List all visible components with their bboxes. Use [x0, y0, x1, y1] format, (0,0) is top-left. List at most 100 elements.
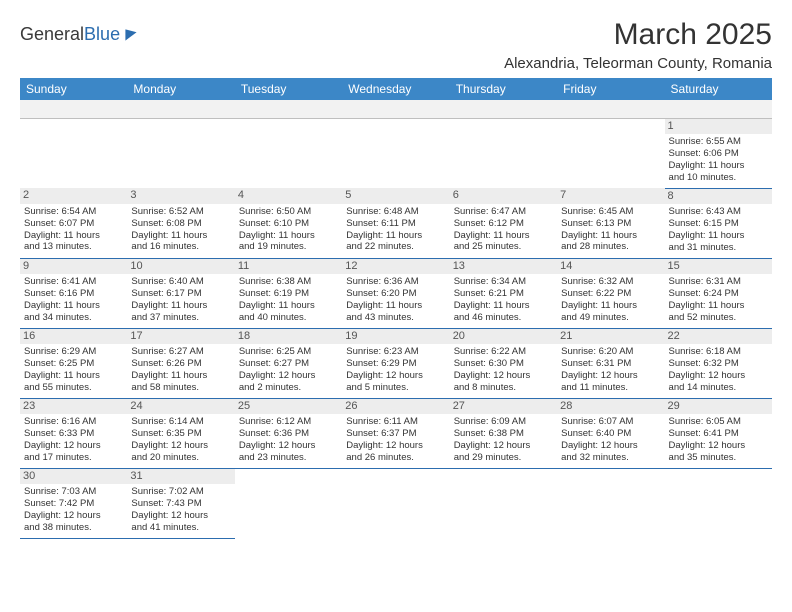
spacer-cell: [342, 100, 449, 118]
sunrise-text: Sunrise: 6:07 AM: [561, 416, 660, 428]
spacer-cell: [557, 100, 664, 118]
week-row: 2Sunrise: 6:54 AMSunset: 6:07 PMDaylight…: [20, 188, 772, 258]
daylight-text: Daylight: 12 hours: [239, 370, 338, 382]
daylight-text: and 52 minutes.: [669, 312, 768, 324]
day-number: 12: [342, 259, 449, 275]
month-title: March 2025: [504, 18, 772, 52]
day-number: 27: [450, 399, 557, 415]
sunset-text: Sunset: 6:26 PM: [131, 358, 230, 370]
sunrise-text: Sunrise: 6:50 AM: [239, 206, 338, 218]
day-number: 9: [20, 259, 127, 275]
sunrise-text: Sunrise: 6:12 AM: [239, 416, 338, 428]
sunset-text: Sunset: 6:33 PM: [24, 428, 123, 440]
day-cell: 22Sunrise: 6:18 AMSunset: 6:32 PMDayligh…: [665, 328, 772, 398]
sunrise-text: Sunrise: 6:36 AM: [346, 276, 445, 288]
location: Alexandria, Teleorman County, Romania: [504, 55, 772, 72]
sunset-text: Sunset: 7:42 PM: [24, 498, 123, 510]
daylight-text: and 49 minutes.: [561, 312, 660, 324]
sunset-text: Sunset: 6:35 PM: [131, 428, 230, 440]
sunrise-text: Sunrise: 7:02 AM: [131, 486, 230, 498]
sunrise-text: Sunrise: 6:32 AM: [561, 276, 660, 288]
day-cell: 6Sunrise: 6:47 AMSunset: 6:12 PMDaylight…: [450, 188, 557, 258]
daylight-text: Daylight: 11 hours: [24, 230, 123, 242]
logo-text-b: Blue: [84, 24, 120, 44]
day-cell: 15Sunrise: 6:31 AMSunset: 6:24 PMDayligh…: [665, 258, 772, 328]
day-cell: 1Sunrise: 6:55 AMSunset: 6:06 PMDaylight…: [665, 118, 772, 188]
daylight-text: Daylight: 11 hours: [561, 230, 660, 242]
header: GeneralBlue March 2025 Alexandria, Teleo…: [20, 18, 772, 72]
sunset-text: Sunset: 6:38 PM: [454, 428, 553, 440]
day-cell: 12Sunrise: 6:36 AMSunset: 6:20 PMDayligh…: [342, 258, 449, 328]
daylight-text: and 14 minutes.: [669, 382, 768, 394]
day-cell: [342, 118, 449, 188]
day-cell: 16Sunrise: 6:29 AMSunset: 6:25 PMDayligh…: [20, 328, 127, 398]
logo-text-a: General: [20, 24, 84, 44]
sunset-text: Sunset: 6:40 PM: [561, 428, 660, 440]
daylight-text: Daylight: 12 hours: [346, 370, 445, 382]
col-wed: Wednesday: [342, 78, 449, 100]
day-number: 23: [20, 399, 127, 415]
daylight-text: Daylight: 12 hours: [561, 370, 660, 382]
daylight-text: and 58 minutes.: [131, 382, 230, 394]
daylight-text: and 16 minutes.: [131, 241, 230, 253]
sunset-text: Sunset: 6:30 PM: [454, 358, 553, 370]
sunrise-text: Sunrise: 6:14 AM: [131, 416, 230, 428]
sunrise-text: Sunrise: 6:27 AM: [131, 346, 230, 358]
sunset-text: Sunset: 6:29 PM: [346, 358, 445, 370]
daylight-text: and 40 minutes.: [239, 312, 338, 324]
sunrise-text: Sunrise: 6:29 AM: [24, 346, 123, 358]
sunrise-text: Sunrise: 6:11 AM: [346, 416, 445, 428]
day-number: 18: [235, 329, 342, 345]
day-cell: 26Sunrise: 6:11 AMSunset: 6:37 PMDayligh…: [342, 398, 449, 468]
sunset-text: Sunset: 6:10 PM: [239, 218, 338, 230]
daylight-text: and 46 minutes.: [454, 312, 553, 324]
day-number: 10: [127, 259, 234, 275]
daylight-text: Daylight: 11 hours: [239, 300, 338, 312]
sunrise-text: Sunrise: 6:05 AM: [669, 416, 768, 428]
day-number: 22: [665, 329, 772, 345]
day-number: 24: [127, 399, 234, 415]
spacer-cell: [127, 100, 234, 118]
spacer-cell: [20, 100, 127, 118]
sunrise-text: Sunrise: 6:45 AM: [561, 206, 660, 218]
day-cell: 2Sunrise: 6:54 AMSunset: 6:07 PMDaylight…: [20, 188, 127, 258]
sunset-text: Sunset: 6:24 PM: [669, 288, 768, 300]
day-cell: 14Sunrise: 6:32 AMSunset: 6:22 PMDayligh…: [557, 258, 664, 328]
week-row: 9Sunrise: 6:41 AMSunset: 6:16 PM Daylight…: [20, 258, 772, 328]
day-cell: [557, 468, 664, 538]
day-number: 7: [557, 188, 664, 204]
daylight-text: Daylight: 12 hours: [454, 370, 553, 382]
sunset-text: Sunset: 6:08 PM: [131, 218, 230, 230]
col-thu: Thursday: [450, 78, 557, 100]
spacer-row: [20, 100, 772, 118]
daylight-text: and 23 minutes.: [239, 452, 338, 464]
daylight-text: and 28 minutes.: [561, 241, 660, 253]
daylight-text: Daylight: 12 hours: [346, 440, 445, 452]
daylight-text: Daylight: 11 hours: [454, 300, 553, 312]
sunset-text: Sunset: 6:16 PM: [24, 288, 123, 300]
col-sat: Saturday: [665, 78, 772, 100]
daylight-text: and 13 minutes.: [24, 241, 123, 253]
day-cell: 31Sunrise: 7:02 AMSunset: 7:43 PMDayligh…: [127, 468, 234, 538]
sunrise-text: Sunrise: 6:40 AM: [131, 276, 230, 288]
sunset-text: Sunset: 6:11 PM: [346, 218, 445, 230]
daylight-text: and 38 minutes.: [24, 522, 123, 534]
day-number: 17: [127, 329, 234, 345]
day-number: 3: [127, 188, 234, 204]
sunrise-text: Sunrise: 6:55 AM: [669, 136, 768, 148]
daylight-text: Daylight: 11 hours: [239, 230, 338, 242]
sunrise-text: Sunrise: 6:31 AM: [669, 276, 768, 288]
day-cell: [342, 468, 449, 538]
daylight-text: Daylight: 11 hours: [669, 230, 768, 242]
day-number: 29: [665, 399, 772, 415]
day-cell: 24Sunrise: 6:14 AMSunset: 6:35 PMDayligh…: [127, 398, 234, 468]
day-cell: 19Sunrise: 6:23 AMSunset: 6:29 PMDayligh…: [342, 328, 449, 398]
daylight-text: Daylight: 12 hours: [131, 510, 230, 522]
day-cell: 29Sunrise: 6:05 AMSunset: 6:41 PMDayligh…: [665, 398, 772, 468]
week-row: 30Sunrise: 7:03 AMSunset: 7:42 PMDayligh…: [20, 468, 772, 538]
daylight-text: and 37 minutes.: [131, 312, 230, 324]
sunrise-text: Sunrise: 6:41 AM: [24, 276, 123, 288]
sunset-text: Sunset: 6:12 PM: [454, 218, 553, 230]
sunrise-text: Sunrise: 6:34 AM: [454, 276, 553, 288]
flag-icon: [124, 28, 138, 42]
